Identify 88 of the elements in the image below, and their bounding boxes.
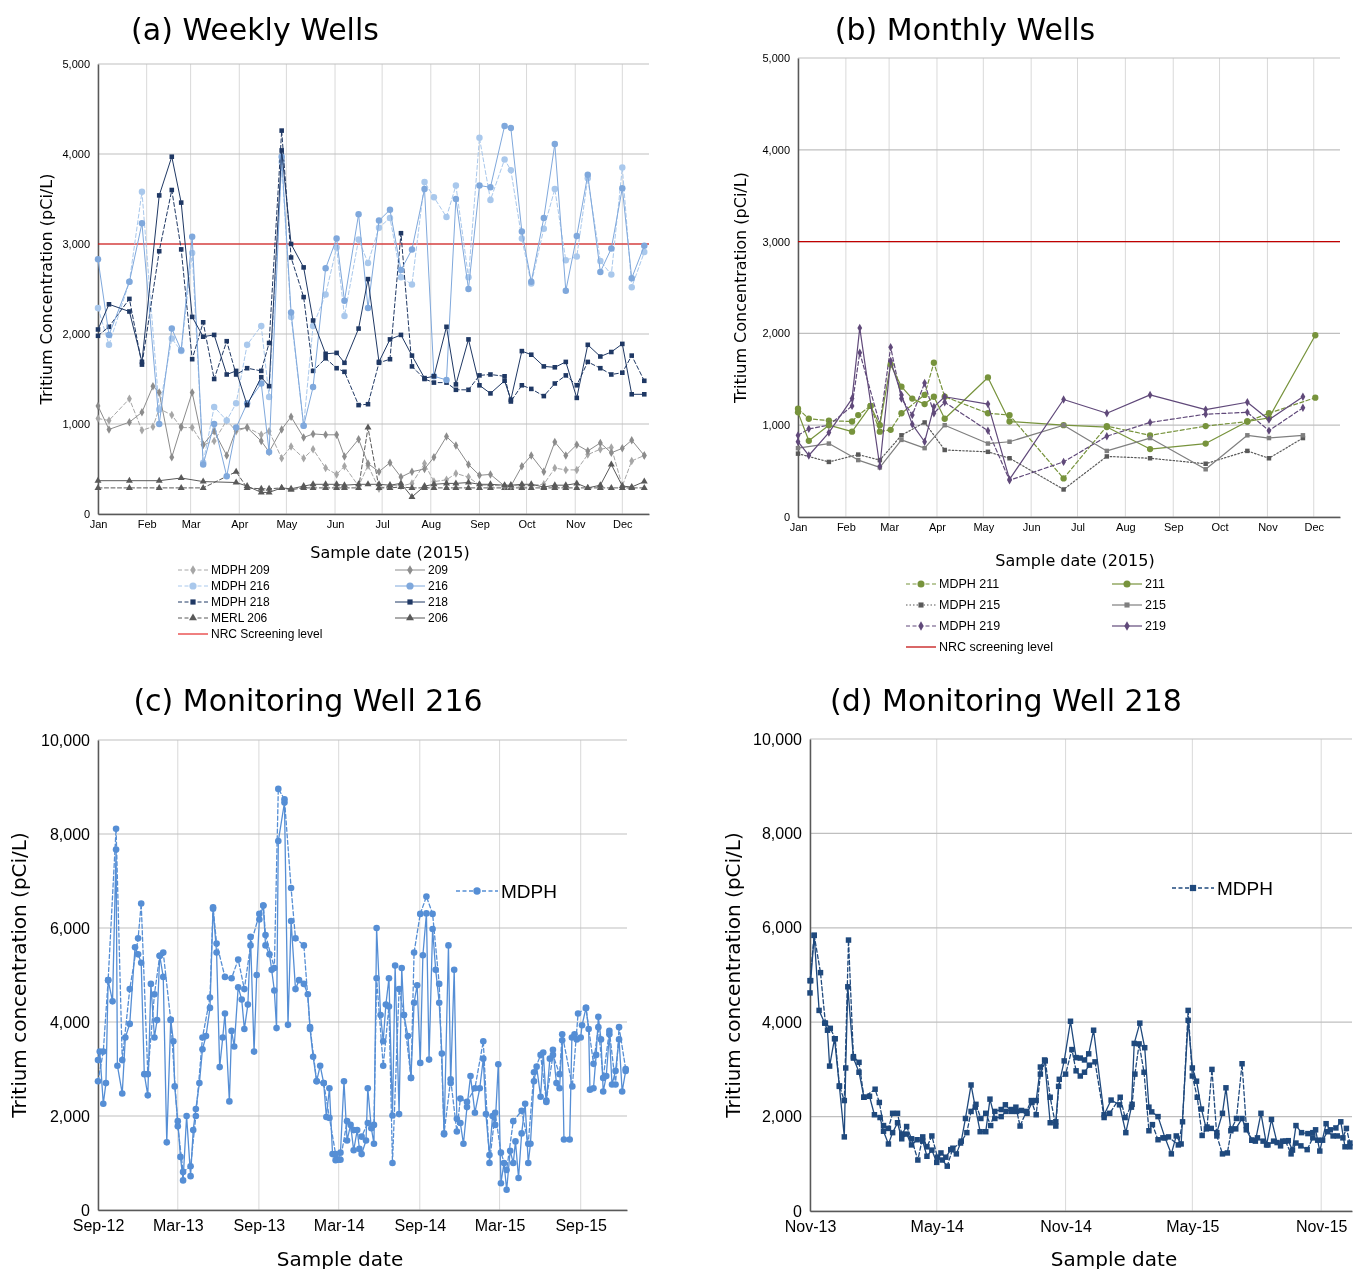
x-tick-label: Sep-12 bbox=[72, 1216, 125, 1234]
y-tick-label: 2,000 bbox=[62, 328, 90, 341]
x-tick-label: Nov-15 bbox=[1295, 1217, 1348, 1235]
legend-label: 209 bbox=[428, 563, 449, 578]
legend-label: MDPH 209 bbox=[211, 563, 271, 578]
y-tick-label: 1,000 bbox=[62, 418, 90, 431]
x-tick-label: Sep bbox=[1163, 521, 1184, 534]
y-tick-label: 4,000 bbox=[49, 1013, 91, 1031]
x-tick-label: Nov-14 bbox=[1040, 1217, 1092, 1235]
x-tick-label: Jan bbox=[89, 518, 108, 531]
chart-title: (c) Monitoring Well 216 bbox=[133, 683, 483, 718]
x-tick-label: Oct bbox=[1211, 521, 1229, 534]
legend-label: 206 bbox=[428, 611, 449, 626]
x-tick-label: Mar bbox=[181, 518, 201, 531]
y-tick-label: 5,000 bbox=[62, 58, 90, 71]
legend-label: MDPH bbox=[1217, 877, 1273, 899]
legend-label: MDPH 215 bbox=[939, 598, 1001, 613]
y-tick-label: 10,000 bbox=[41, 731, 91, 749]
x-tick-label: Sep-15 bbox=[555, 1216, 608, 1234]
legend-label: 219 bbox=[1145, 619, 1166, 634]
x-tick-label: Nov-13 bbox=[784, 1217, 837, 1235]
chart-title: (a) Weekly Wells bbox=[131, 12, 379, 47]
y-tick-label: 0 bbox=[783, 511, 790, 524]
x-tick-label: Mar bbox=[880, 521, 900, 534]
x-tick-label: Apr bbox=[928, 521, 947, 534]
x-tick-label: Jun bbox=[1022, 521, 1041, 534]
x-tick-label: Mar-15 bbox=[474, 1216, 526, 1234]
legend-label: 215 bbox=[1145, 598, 1166, 613]
x-axis-title: Sample date (2015) bbox=[995, 551, 1155, 570]
y-tick-label: 6,000 bbox=[761, 919, 803, 937]
legend-label: MERL 206 bbox=[211, 611, 268, 626]
legend-label: NRC screening level bbox=[939, 640, 1053, 655]
y-tick-label: 8,000 bbox=[761, 825, 803, 843]
y-axis-title: Tritium Concentration (pCi/L) bbox=[731, 172, 750, 404]
x-tick-label: Dec bbox=[613, 518, 634, 531]
x-tick-label: Dec bbox=[1304, 521, 1325, 534]
y-tick-label: 4,000 bbox=[62, 148, 90, 161]
x-tick-label: Nov bbox=[565, 518, 586, 531]
y-tick-label: 8,000 bbox=[49, 825, 91, 843]
x-tick-label: Aug bbox=[421, 518, 442, 531]
x-tick-label: Apr bbox=[231, 518, 249, 531]
y-tick-label: 5,000 bbox=[762, 52, 790, 65]
legend-label: MDPH 216 bbox=[211, 579, 271, 594]
y-tick-label: 3,000 bbox=[62, 238, 90, 251]
legend-label: 218 bbox=[428, 595, 449, 610]
y-axis-title: Tritium concentration (pCi/L) bbox=[721, 832, 745, 1119]
legend-label: NRC Screening level bbox=[211, 627, 323, 642]
y-tick-label: 2,000 bbox=[49, 1107, 91, 1125]
y-axis-title: Tritium Concentration (pCi/L) bbox=[37, 173, 56, 406]
y-tick-label: 4,000 bbox=[761, 1013, 803, 1031]
x-tick-label: Mar-14 bbox=[313, 1216, 365, 1234]
y-tick-label: 4,000 bbox=[762, 143, 790, 156]
x-tick-label: Feb bbox=[836, 521, 856, 534]
x-tick-label: Jan bbox=[789, 521, 808, 534]
y-tick-label: 0 bbox=[83, 508, 90, 521]
y-tick-label: 2,000 bbox=[762, 327, 790, 340]
x-axis-title: Sample date (2015) bbox=[310, 543, 470, 562]
x-tick-label: Jun bbox=[326, 518, 345, 531]
legend-label: MDPH 218 bbox=[211, 595, 271, 610]
x-tick-label: Oct bbox=[518, 518, 536, 531]
y-axis-title: Tritium concentration (pCi/L) bbox=[7, 832, 31, 1119]
y-tick-label: 3,000 bbox=[762, 235, 790, 248]
x-tick-label: Sep-14 bbox=[394, 1216, 447, 1234]
x-tick-label: May bbox=[973, 521, 995, 534]
legend-label: MDPH bbox=[501, 880, 557, 902]
x-tick-label: Nov bbox=[1258, 521, 1279, 534]
legend-label: MDPH 219 bbox=[939, 619, 1001, 634]
legend-label: MDPH 211 bbox=[939, 577, 1000, 592]
y-tick-label: 0 bbox=[81, 1201, 91, 1219]
y-tick-label: 0 bbox=[793, 1202, 803, 1220]
x-tick-label: Feb bbox=[137, 518, 157, 531]
x-tick-label: Mar-13 bbox=[152, 1216, 204, 1234]
legend-label: 216 bbox=[428, 579, 449, 594]
x-tick-label: Jul bbox=[375, 518, 390, 531]
x-tick-label: May-15 bbox=[1166, 1217, 1220, 1235]
chart-title: (b) Monthly Wells bbox=[834, 12, 1096, 47]
x-tick-label: May-14 bbox=[910, 1217, 965, 1235]
x-tick-label: Sep-13 bbox=[233, 1216, 286, 1234]
y-tick-label: 1,000 bbox=[762, 419, 790, 432]
y-tick-label: 10,000 bbox=[753, 730, 803, 748]
chart-title: (d) Monitoring Well 218 bbox=[830, 683, 1182, 718]
x-tick-label: Jul bbox=[1070, 521, 1086, 534]
y-tick-label: 2,000 bbox=[761, 1108, 803, 1126]
y-tick-label: 6,000 bbox=[49, 919, 91, 937]
x-tick-label: Aug bbox=[1116, 521, 1136, 534]
legend-label: 211 bbox=[1145, 577, 1165, 592]
x-tick-label: May bbox=[276, 518, 298, 531]
x-tick-label: Sep bbox=[470, 518, 490, 531]
